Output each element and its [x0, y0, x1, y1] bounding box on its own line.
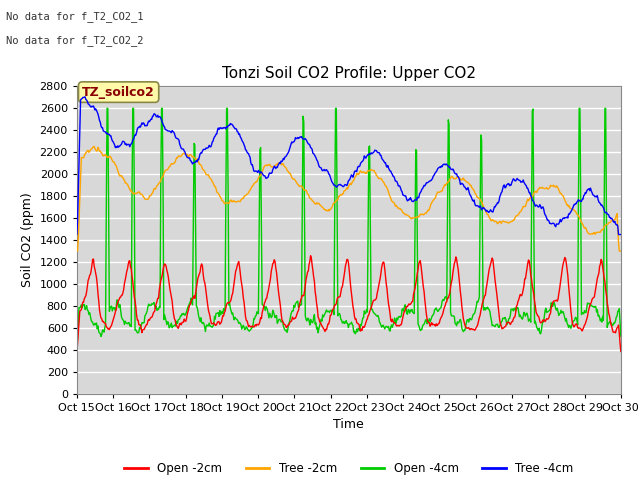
Title: Tonzi Soil CO2 Profile: Upper CO2: Tonzi Soil CO2 Profile: Upper CO2	[222, 66, 476, 81]
X-axis label: Time: Time	[333, 418, 364, 431]
Y-axis label: Soil CO2 (ppm): Soil CO2 (ppm)	[21, 192, 34, 288]
Text: No data for f_T2_CO2_1: No data for f_T2_CO2_1	[6, 11, 144, 22]
Text: TZ_soilco2: TZ_soilco2	[82, 85, 155, 98]
Legend: Open -2cm, Tree -2cm, Open -4cm, Tree -4cm: Open -2cm, Tree -2cm, Open -4cm, Tree -4…	[119, 457, 579, 480]
Text: No data for f_T2_CO2_2: No data for f_T2_CO2_2	[6, 35, 144, 46]
